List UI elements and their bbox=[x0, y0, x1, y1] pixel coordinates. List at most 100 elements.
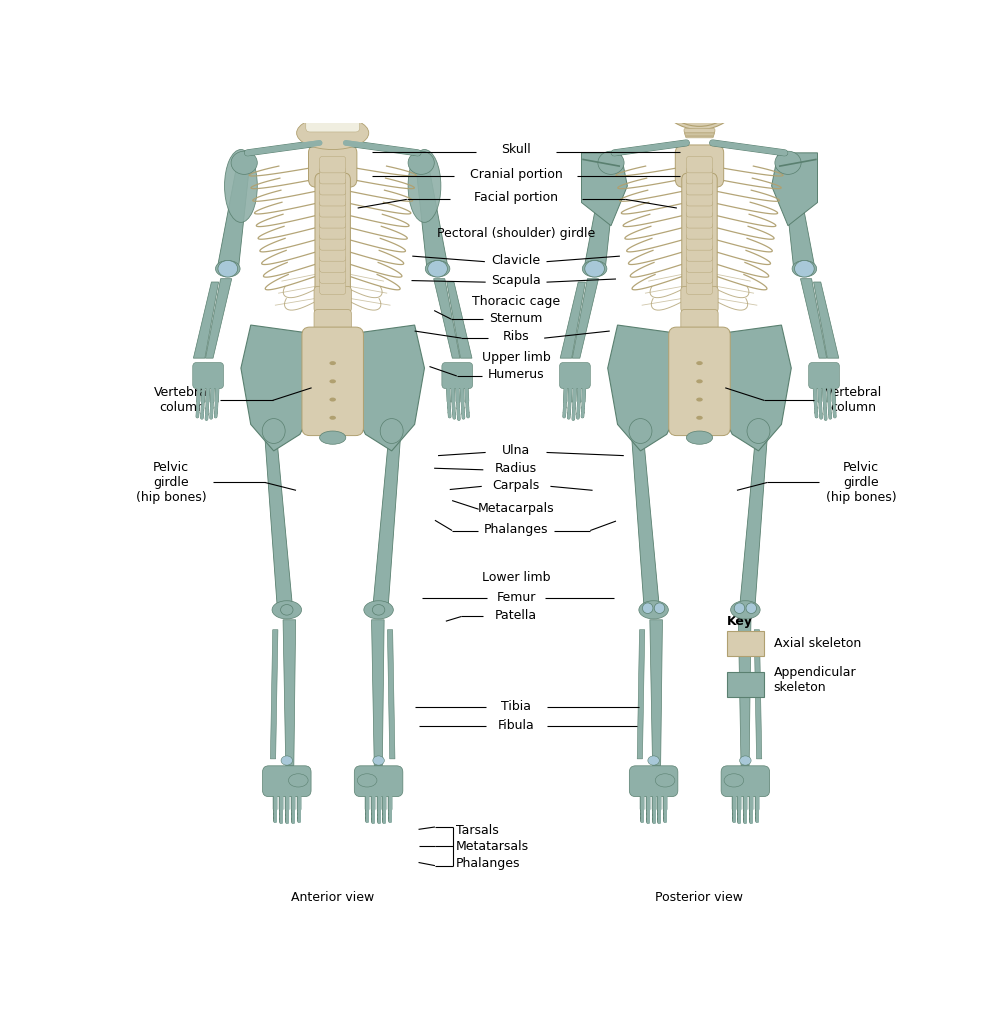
FancyBboxPatch shape bbox=[681, 356, 718, 382]
Polygon shape bbox=[193, 282, 219, 358]
FancyBboxPatch shape bbox=[263, 766, 311, 797]
FancyBboxPatch shape bbox=[721, 766, 769, 797]
Text: Tarsals: Tarsals bbox=[456, 823, 498, 837]
Ellipse shape bbox=[329, 397, 336, 401]
Text: Fibula: Fibula bbox=[497, 719, 535, 732]
Ellipse shape bbox=[629, 419, 652, 443]
Text: Cranial portion: Cranial portion bbox=[469, 168, 563, 180]
Text: Anterior view: Anterior view bbox=[291, 891, 375, 903]
Polygon shape bbox=[342, 325, 425, 451]
Ellipse shape bbox=[297, 117, 369, 150]
FancyBboxPatch shape bbox=[809, 362, 840, 388]
Ellipse shape bbox=[225, 150, 258, 222]
Ellipse shape bbox=[731, 601, 760, 618]
Text: Upper limb: Upper limb bbox=[481, 351, 551, 365]
FancyBboxPatch shape bbox=[192, 362, 224, 388]
FancyBboxPatch shape bbox=[306, 116, 359, 132]
Polygon shape bbox=[560, 282, 585, 358]
FancyBboxPatch shape bbox=[314, 287, 351, 312]
Polygon shape bbox=[373, 441, 400, 610]
Polygon shape bbox=[738, 620, 751, 766]
FancyBboxPatch shape bbox=[314, 309, 351, 336]
Ellipse shape bbox=[341, 71, 371, 95]
Ellipse shape bbox=[642, 603, 653, 613]
Text: Tibia: Tibia bbox=[501, 699, 531, 713]
Polygon shape bbox=[783, 169, 815, 268]
Text: Phalanges: Phalanges bbox=[483, 523, 549, 537]
Polygon shape bbox=[218, 169, 249, 268]
Text: Key: Key bbox=[727, 614, 753, 628]
Ellipse shape bbox=[724, 774, 744, 787]
Ellipse shape bbox=[428, 260, 447, 278]
Ellipse shape bbox=[215, 260, 240, 278]
Text: Phalanges: Phalanges bbox=[456, 857, 521, 869]
FancyBboxPatch shape bbox=[685, 131, 714, 135]
FancyBboxPatch shape bbox=[687, 245, 713, 261]
Text: Vertebral
column: Vertebral column bbox=[825, 386, 882, 415]
FancyBboxPatch shape bbox=[687, 168, 713, 184]
Polygon shape bbox=[709, 325, 792, 451]
FancyBboxPatch shape bbox=[669, 327, 730, 435]
Ellipse shape bbox=[262, 419, 285, 443]
Ellipse shape bbox=[648, 756, 660, 765]
Ellipse shape bbox=[288, 774, 308, 787]
Text: Skull: Skull bbox=[501, 143, 531, 157]
Text: Metacarpals: Metacarpals bbox=[477, 502, 555, 515]
Ellipse shape bbox=[696, 416, 703, 420]
Ellipse shape bbox=[323, 92, 341, 114]
FancyBboxPatch shape bbox=[318, 134, 346, 138]
FancyBboxPatch shape bbox=[314, 356, 351, 382]
Polygon shape bbox=[572, 279, 598, 358]
FancyBboxPatch shape bbox=[319, 233, 345, 250]
Polygon shape bbox=[607, 325, 690, 451]
Text: Ribs: Ribs bbox=[502, 330, 530, 343]
Polygon shape bbox=[283, 620, 296, 766]
Text: Radius: Radius bbox=[495, 462, 537, 475]
Ellipse shape bbox=[272, 601, 301, 618]
FancyBboxPatch shape bbox=[687, 223, 713, 239]
Ellipse shape bbox=[319, 431, 345, 444]
Ellipse shape bbox=[329, 379, 336, 383]
FancyBboxPatch shape bbox=[308, 145, 356, 187]
FancyBboxPatch shape bbox=[560, 362, 590, 388]
Ellipse shape bbox=[281, 604, 293, 615]
FancyBboxPatch shape bbox=[681, 309, 718, 336]
Ellipse shape bbox=[774, 152, 802, 174]
Text: Pectoral (shoulder) girdle: Pectoral (shoulder) girdle bbox=[437, 226, 595, 240]
Text: Scapula: Scapula bbox=[491, 274, 541, 287]
Text: Femur: Femur bbox=[496, 591, 536, 604]
Ellipse shape bbox=[287, 40, 379, 133]
FancyBboxPatch shape bbox=[687, 178, 713, 195]
Polygon shape bbox=[416, 169, 448, 268]
Ellipse shape bbox=[734, 603, 745, 613]
Ellipse shape bbox=[381, 419, 403, 443]
Polygon shape bbox=[637, 630, 644, 759]
Polygon shape bbox=[434, 279, 460, 358]
Ellipse shape bbox=[655, 603, 665, 613]
Ellipse shape bbox=[329, 361, 336, 366]
Polygon shape bbox=[205, 279, 232, 358]
FancyBboxPatch shape bbox=[314, 333, 351, 358]
Ellipse shape bbox=[746, 603, 756, 613]
Polygon shape bbox=[271, 630, 278, 759]
Ellipse shape bbox=[747, 419, 770, 443]
FancyBboxPatch shape bbox=[314, 379, 351, 406]
FancyBboxPatch shape bbox=[442, 362, 472, 388]
Ellipse shape bbox=[425, 260, 450, 278]
FancyBboxPatch shape bbox=[727, 631, 764, 656]
FancyBboxPatch shape bbox=[687, 212, 713, 228]
FancyBboxPatch shape bbox=[681, 333, 718, 358]
Ellipse shape bbox=[696, 361, 703, 366]
Polygon shape bbox=[650, 620, 663, 766]
FancyBboxPatch shape bbox=[319, 267, 345, 284]
Text: Vertebral
column: Vertebral column bbox=[153, 386, 210, 415]
Ellipse shape bbox=[231, 152, 258, 174]
Ellipse shape bbox=[280, 10, 385, 130]
FancyBboxPatch shape bbox=[317, 128, 348, 132]
FancyBboxPatch shape bbox=[319, 157, 345, 173]
Ellipse shape bbox=[408, 152, 434, 174]
FancyBboxPatch shape bbox=[319, 223, 345, 239]
Text: Carpals: Carpals bbox=[492, 479, 540, 493]
Text: Thoracic cage: Thoracic cage bbox=[472, 295, 560, 307]
FancyBboxPatch shape bbox=[319, 212, 345, 228]
